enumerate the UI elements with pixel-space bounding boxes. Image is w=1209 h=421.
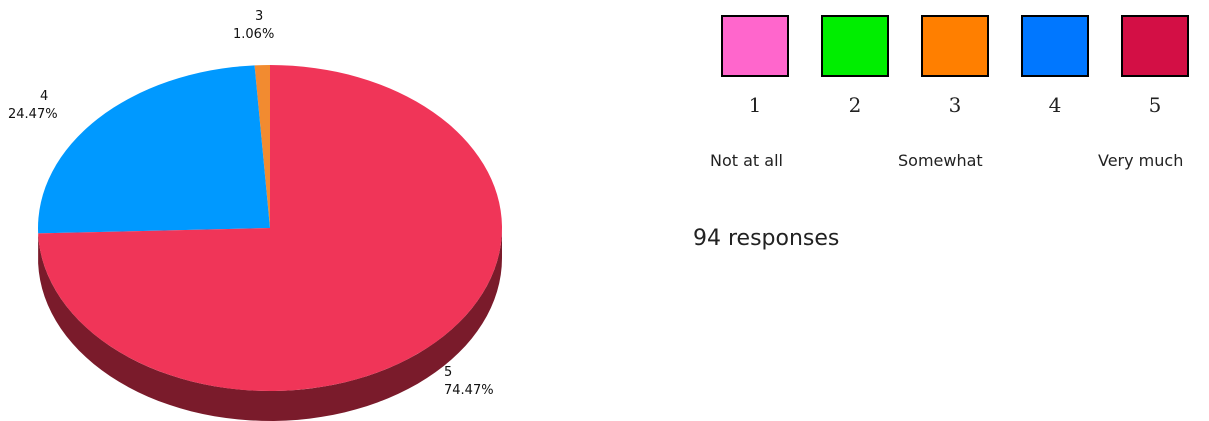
legend-number-2: 2 [848,93,862,117]
slice-label-5: 5 [444,365,452,380]
pie-slice-4 [38,65,271,234]
legend-item-2: 2 [815,15,895,117]
legend-item-1: 1 [715,15,795,117]
pie-side-5 [38,228,502,421]
pie-slice-5 [38,65,503,391]
scale-label-low: Not at all [710,151,783,170]
slice-percent-4: 24.47% [8,107,58,122]
rating-legend: 1 2 3 4 5 Not at all Somewhat Very much [700,15,1189,195]
pie-slice-3 [254,64,270,228]
legend-swatch-5 [1121,15,1189,77]
legend-swatch-2 [821,15,889,77]
pie-chart: 3 1.06% 4 24.47% 5 74.47% [8,9,503,421]
scale-label-mid: Somewhat [898,151,983,170]
legend-number-5: 5 [1148,93,1162,117]
legend-number-4: 4 [1048,93,1062,117]
slice-percent-3: 1.06% [233,27,274,42]
legend-item-3: 3 [915,15,995,117]
legend-swatch-4 [1021,15,1089,77]
responses-count: 94 responses [693,226,840,251]
slice-label-3: 3 [255,9,263,24]
legend-number-1: 1 [748,93,762,117]
legend-item-5: 5 [1115,15,1195,117]
legend-swatch-3 [921,15,989,77]
scale-label-high: Very much [1098,151,1184,170]
slice-label-4: 4 [40,89,48,104]
legend-number-3: 3 [948,93,962,117]
legend-item-4: 4 [1015,15,1095,117]
slice-percent-5: 74.47% [444,383,494,398]
legend-swatch-1 [721,15,789,77]
